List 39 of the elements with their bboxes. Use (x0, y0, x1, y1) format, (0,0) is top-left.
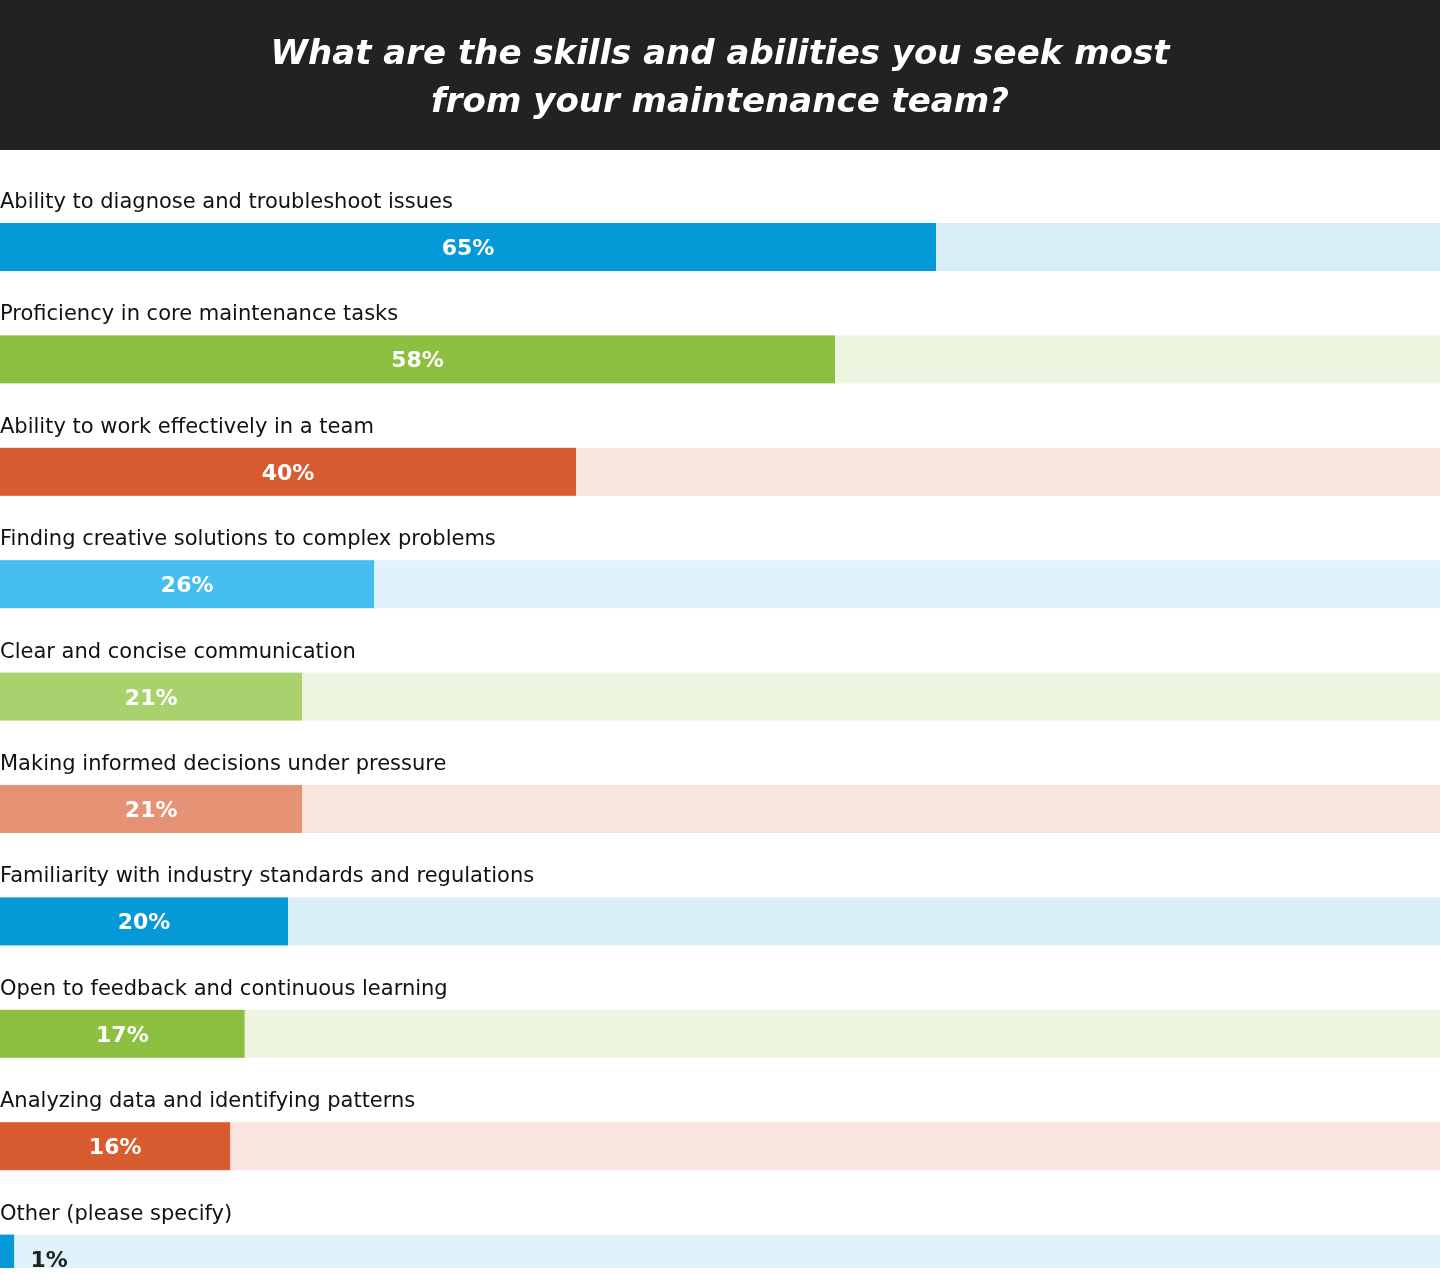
bar (0, 447, 576, 496)
data-label: 21% (124, 797, 178, 822)
data-label: 21% (124, 684, 178, 710)
bar (936, 223, 1440, 271)
bar (288, 897, 1440, 946)
bar (0, 672, 303, 721)
data-label: 58% (391, 347, 444, 373)
data-label: 40% (261, 459, 315, 485)
bar (374, 560, 1440, 609)
y-tick-label: Ability to diagnose and troubleshoot issues (0, 189, 453, 213)
bar (0, 335, 836, 384)
y-tick-label: Clear and concise communication (0, 638, 356, 663)
bar (302, 672, 1440, 721)
bar (835, 335, 1440, 384)
y-tick-label: Open to feedback and continuous learning (0, 975, 448, 1000)
data-label: 26% (160, 572, 214, 598)
bar (0, 223, 936, 271)
chart-title: What are the skills and abilities you seek most from your maintenance team? (270, 32, 1172, 120)
bar (230, 1122, 1440, 1171)
bar (302, 785, 1440, 833)
y-tick-label: Proficiency in core maintenance tasks (0, 301, 399, 326)
y-tick-label: Ability to work effectively in a team (0, 413, 374, 438)
data-label: 1% (30, 1246, 68, 1272)
bar (0, 1122, 231, 1171)
bar (0, 897, 288, 946)
bar (0, 560, 375, 609)
y-tick-label: Finding creative solutions to complex problems (0, 526, 496, 551)
y-tick-label: Making informed decisions under pressure (0, 751, 447, 775)
data-label: 65% (441, 235, 495, 260)
data-label: 16% (88, 1134, 142, 1160)
data-label: 17% (96, 1021, 149, 1047)
y-tick-label: Familiarity with industry standards and regulations (0, 863, 535, 888)
bar (0, 1009, 245, 1058)
bar (0, 785, 303, 833)
y-tick-label: Analyzing data and identifying patterns (0, 1088, 416, 1113)
bar (576, 447, 1440, 496)
data-label: 20% (117, 909, 171, 935)
y-tick-label: Other (please specify) (0, 1200, 233, 1225)
bar (244, 1009, 1440, 1058)
